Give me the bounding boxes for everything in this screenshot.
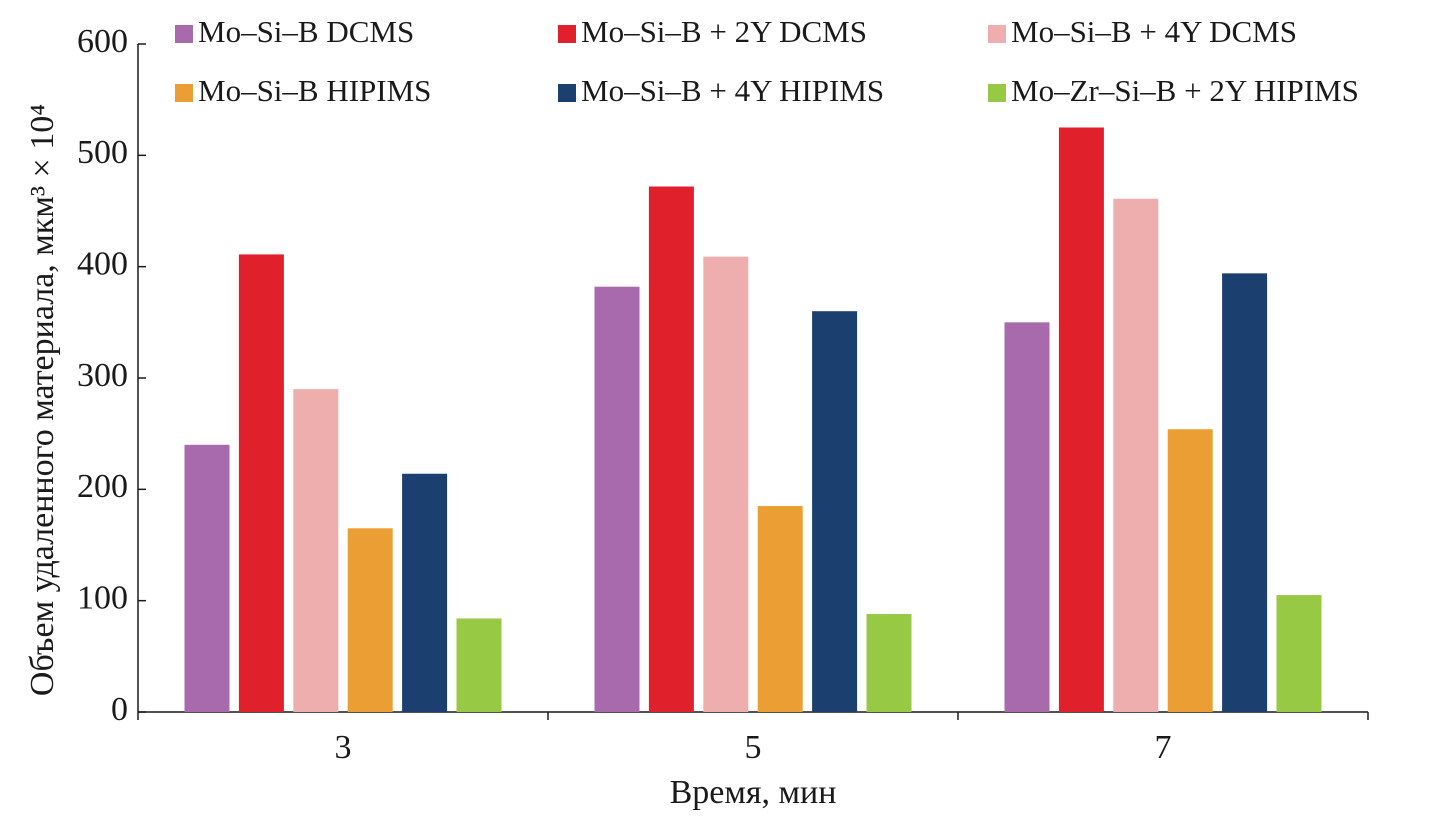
x-tick-label: 3 [335,729,352,766]
bar [1276,595,1322,712]
bar [866,614,912,712]
bar [293,389,339,712]
y-tick-label: 300 [77,357,128,394]
bar [757,506,803,712]
y-tick-label: 600 [77,23,128,60]
legend-label: Mo–Si–B DCMS [198,14,414,49]
x-tick-label: 7 [1155,729,1172,766]
y-tick-label: 200 [77,468,128,505]
y-tick-label: 0 [111,691,128,728]
legend-swatch [988,84,1006,102]
bar [703,256,749,712]
bar [456,618,502,712]
legend-label: Mo–Si–B HIPIMS [198,73,431,108]
bar [238,254,284,713]
bar [812,311,858,712]
y-tick-label: 500 [77,134,128,171]
legend-label: Mo–Zr–Si–B + 2Y HIPIMS [1011,73,1359,108]
bar [648,186,694,713]
legend-label: Mo–Si–B + 4Y HIPIMS [581,73,884,108]
bar [184,444,230,712]
x-tick-label: 5 [745,729,762,766]
bar [347,528,393,712]
legend-swatch [558,84,576,102]
bar [1167,429,1213,712]
bar [1058,127,1104,712]
y-tick-label: 400 [77,245,128,282]
legend-label: Mo–Si–B + 4Y DCMS [1011,14,1297,49]
legend-swatch [988,25,1006,43]
y-tick-label: 100 [77,579,128,616]
y-axis-title: Объем удаленного материала, мкм³ × 10⁴ [24,104,61,696]
bar [594,286,640,712]
bar [1004,322,1050,712]
bar [1113,198,1159,713]
bar [1222,273,1268,712]
legend-swatch [558,25,576,43]
legend-swatch [175,25,193,43]
bar [402,473,448,712]
legend-swatch [175,84,193,102]
legend-label: Mo–Si–B + 2Y DCMS [581,14,867,49]
x-axis-title: Время, мин [670,774,837,811]
